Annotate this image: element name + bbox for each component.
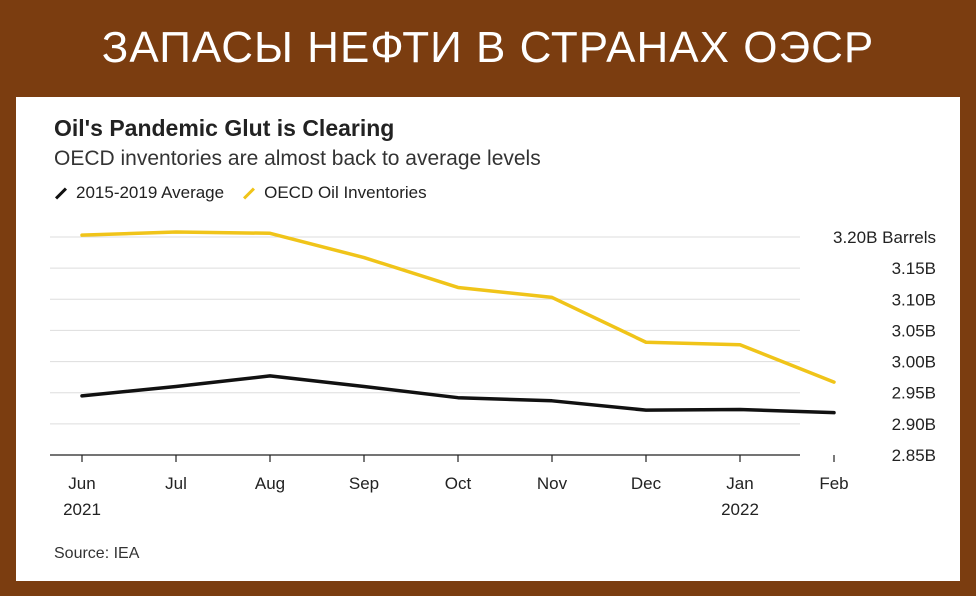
y-tick-label: 2.95B <box>892 384 936 403</box>
x-tick-label: Dec <box>631 474 662 493</box>
plot-area: 3.20B Barrels 3.15B 3.10B 3.05B 3.00B 2.95B 2.… <box>50 228 936 519</box>
x-tick-label: Oct <box>445 474 472 493</box>
y-tick-label: 2.85B <box>892 446 936 465</box>
y-tick-label: 2.90B <box>892 415 936 434</box>
chart-card: Oil's Pandemic Glut is Clearing OECD inv… <box>16 97 960 581</box>
legend-item-average: 2015-2019 Average <box>54 183 224 203</box>
chart-subtitle: OECD inventories are almost back to aver… <box>54 147 541 170</box>
chart-title: Oil's Pandemic Glut is Clearing <box>54 115 395 141</box>
y-tick-label: 3.20B Barrels <box>833 228 936 247</box>
banner: ЗАПАСЫ НЕФТИ В СТРАНАХ ОЭСР <box>0 0 976 96</box>
y-tick-label: 3.05B <box>892 321 936 340</box>
legend-label-average: 2015-2019 Average <box>76 183 225 202</box>
x-tick-label: Jan <box>726 474 753 493</box>
series-line-average <box>80 374 836 415</box>
y-tick-label: 3.00B <box>892 353 936 372</box>
x-tick-label: Nov <box>537 474 568 493</box>
series-line-inventories <box>80 230 836 384</box>
x-tick-label: Sep <box>349 474 379 493</box>
x-tick-year-label: 2021 <box>63 500 101 519</box>
y-tick-label: 3.10B <box>892 290 936 309</box>
legend-label-inventories: OECD Oil Inventories <box>264 183 427 202</box>
legend-item-inventories: OECD Oil Inventories <box>242 183 427 203</box>
x-tick-label: Feb <box>819 474 848 493</box>
legend: 2015-2019 Average OECD Oil Inventories <box>54 183 435 203</box>
x-tick-label: Aug <box>255 474 285 493</box>
y-tick-label: 3.15B <box>892 259 936 278</box>
x-tick-label: Jul <box>165 474 187 493</box>
banner-title: ЗАПАСЫ НЕФТИ В СТРАНАХ ОЭСР <box>101 23 875 72</box>
x-tick-year-label: 2022 <box>721 500 759 519</box>
source-note: Source: IEA <box>54 545 140 562</box>
x-tick-label: Jun <box>68 474 95 493</box>
